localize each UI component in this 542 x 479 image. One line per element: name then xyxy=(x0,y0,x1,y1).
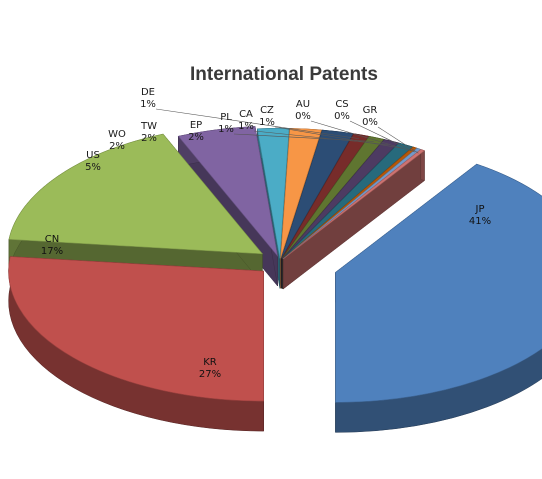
slice-label-gr: GR xyxy=(363,105,378,116)
slice-value-jp: 41% xyxy=(469,216,491,227)
slice-value-ep: 2% xyxy=(188,132,204,143)
slice-label-tw: TW xyxy=(140,121,157,132)
slice-label-ep: EP xyxy=(190,120,202,131)
slice-value-cn: 17% xyxy=(41,246,63,257)
leader-lines xyxy=(155,108,419,154)
slice-us xyxy=(177,126,279,258)
slice-label-us: US xyxy=(86,150,100,161)
leader-line-de xyxy=(155,108,359,139)
slice-value-de: 1% xyxy=(140,99,156,110)
slice-gr xyxy=(283,149,426,260)
leader-line-au xyxy=(310,120,412,152)
slice-value-cs: 0% xyxy=(334,111,350,122)
slice-label-pl: PL xyxy=(220,112,232,123)
leader-line-pl xyxy=(233,133,374,142)
slice-value-pl: 1% xyxy=(218,124,234,135)
slice-pl xyxy=(281,136,385,259)
slice-label-cz: CZ xyxy=(260,105,274,116)
slice-value-gr: 0% xyxy=(362,117,378,128)
slice-value-ca: 1% xyxy=(238,121,254,132)
slice-value-tw: 2% xyxy=(141,133,157,144)
slice-tops xyxy=(8,126,542,403)
chart-title: International Patents xyxy=(190,64,378,85)
slice-label-au: AU xyxy=(296,99,310,110)
slice-label-cs: CS xyxy=(335,99,348,110)
slice-label-jp: JP xyxy=(475,204,485,215)
leader-line-cs xyxy=(349,120,415,153)
slice-label-de: DE xyxy=(141,87,155,98)
slice-label-ca: CA xyxy=(239,109,253,120)
slice-value-cz: 1% xyxy=(259,117,275,128)
slice-cn xyxy=(8,133,264,255)
slice-label-kr: KR xyxy=(203,357,217,368)
slice-kr xyxy=(8,256,264,402)
slice-rim-gr xyxy=(420,149,425,181)
slice-label-cn: CN xyxy=(45,234,59,245)
slice-value-us: 5% xyxy=(85,162,101,173)
leader-line-gr xyxy=(377,126,419,154)
slice-label-wo: WO xyxy=(108,129,126,140)
slice-value-au: 0% xyxy=(295,111,311,122)
slice-side-gr xyxy=(283,148,425,290)
slice-value-kr: 27% xyxy=(199,369,221,380)
slice-value-wo: 2% xyxy=(109,141,125,152)
leader-line-cz xyxy=(274,126,403,149)
slice-labels: JP41%KR27%CN17%US5%WO2%TW2%EP2%DE1%PL1%C… xyxy=(41,87,491,380)
